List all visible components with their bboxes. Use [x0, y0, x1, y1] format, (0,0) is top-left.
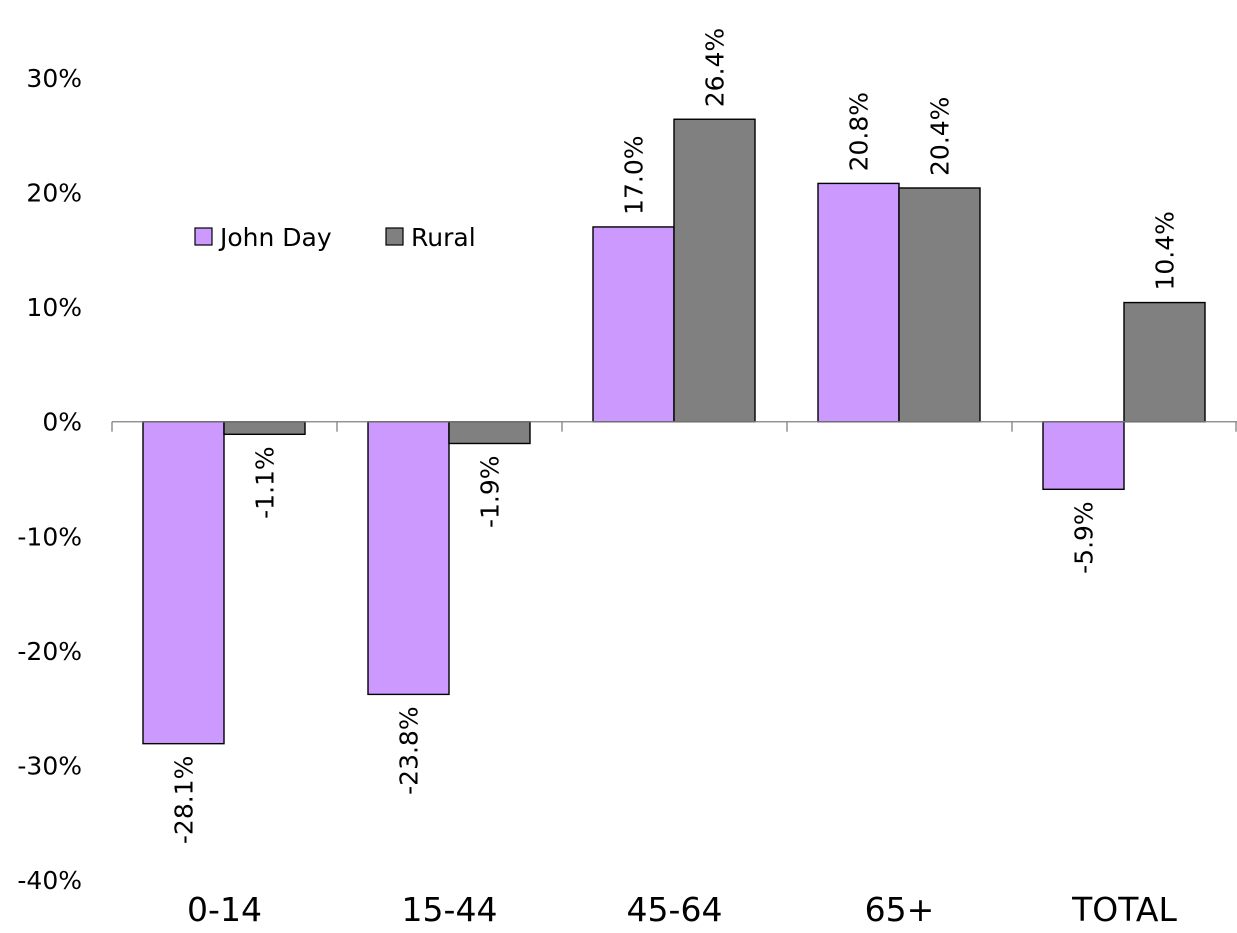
legend: John Day Rural: [194, 223, 476, 252]
bar-rural-total: [1123, 301, 1206, 423]
data-label-john-day-total: -5.9%: [1070, 501, 1099, 574]
y-tick-label: -10%: [17, 522, 82, 551]
y-tick-label: -20%: [17, 637, 82, 666]
legend-swatch-rural: [385, 227, 404, 246]
data-label-john-day-65: 20.8%: [845, 92, 874, 171]
y-axis-ticks: 30% 20% 10% 0% -10% -20% -30% -40%: [17, 64, 82, 895]
bar-john-day-15-44: [367, 421, 450, 696]
data-label-rural-65: 20.4%: [926, 97, 955, 176]
legend-label-rural: Rural: [411, 223, 476, 252]
data-label-rural-0-14: -1.1%: [251, 446, 280, 519]
data-labels: -28.1% -1.1% -23.8% -1.9% 17.0% 26.4% 20.8% 20.…: [170, 28, 1180, 844]
data-label-rural-total: 10.4%: [1151, 211, 1180, 290]
bar-john-day-total: [1042, 421, 1125, 491]
x-tick-label-65: 65+: [865, 890, 935, 929]
bar-john-day-45-64: [592, 226, 675, 423]
y-tick-label: 20%: [26, 179, 82, 208]
x-axis-categories: 0-14 15-44 45-64 65+ TOTAL: [187, 890, 1177, 929]
bar-rural-15-44: [448, 421, 531, 445]
bar-rural-65: [898, 187, 981, 423]
y-tick-label: -40%: [17, 866, 82, 895]
y-tick-label: 0%: [42, 408, 82, 437]
bar-john-day-65: [817, 182, 900, 423]
data-label-john-day-45-64: 17.0%: [620, 136, 649, 215]
legend-item-john-day: John Day: [194, 223, 332, 252]
y-tick-label: 10%: [26, 293, 82, 322]
x-axis: [111, 421, 1237, 432]
legend-swatch-john-day: [194, 227, 213, 246]
bar-rural-0-14: [223, 421, 306, 436]
bar-john-day-0-14: [142, 421, 225, 745]
data-label-john-day-15-44: -23.8%: [395, 706, 424, 794]
x-tick-label-total: TOTAL: [1071, 890, 1177, 929]
legend-item-rural: Rural: [385, 223, 476, 252]
data-label-rural-15-44: -1.9%: [476, 455, 505, 528]
x-tick-label-45-64: 45-64: [627, 890, 723, 929]
x-tick-label-0-14: 0-14: [187, 890, 262, 929]
x-tick-label-15-44: 15-44: [402, 890, 498, 929]
y-tick-label: 30%: [26, 64, 82, 93]
bar-rural-45-64: [673, 118, 756, 423]
bars: [142, 118, 1206, 745]
legend-label-john-day: John Day: [218, 223, 332, 252]
y-tick-label: -30%: [17, 751, 82, 780]
data-label-rural-45-64: 26.4%: [701, 28, 730, 107]
data-label-john-day-0-14: -28.1%: [170, 756, 199, 844]
